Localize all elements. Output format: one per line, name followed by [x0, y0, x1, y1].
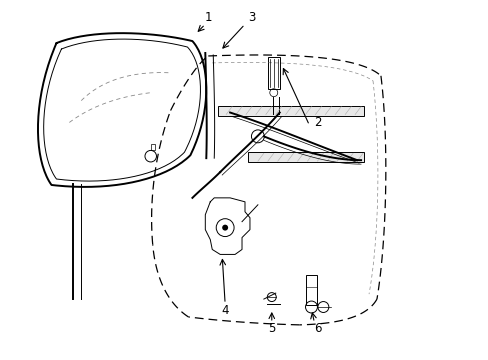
Text: 6: 6	[313, 322, 321, 336]
Circle shape	[251, 130, 264, 143]
Bar	[150, 144, 154, 150]
Bar	[247, 152, 364, 162]
Text: 2: 2	[313, 116, 321, 129]
Circle shape	[222, 225, 228, 231]
Bar	[267, 57, 279, 89]
Text: 4: 4	[221, 305, 228, 318]
Bar	[218, 105, 364, 116]
Text: 1: 1	[204, 11, 212, 24]
Text: 5: 5	[267, 322, 275, 336]
Bar	[305, 275, 317, 305]
Text: 3: 3	[248, 11, 255, 24]
